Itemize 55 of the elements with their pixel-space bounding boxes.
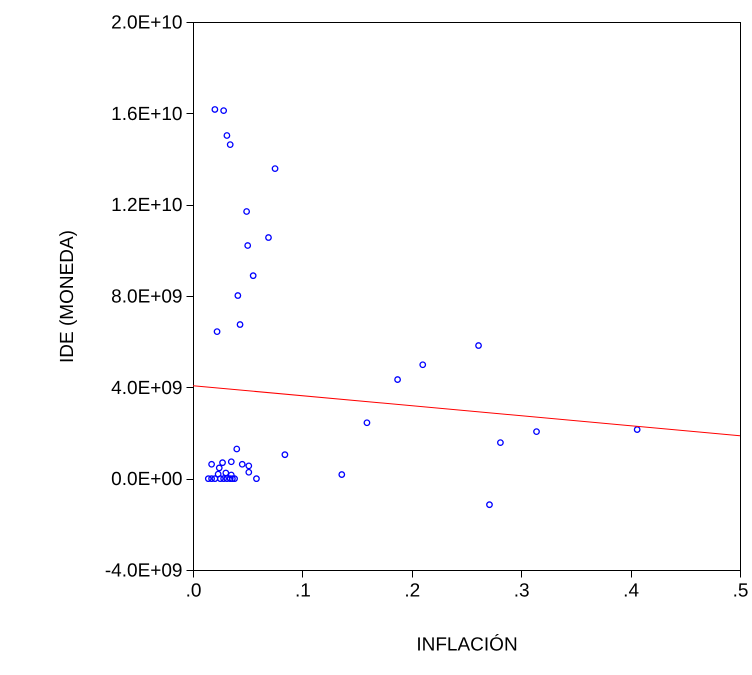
point xyxy=(236,321,244,328)
point xyxy=(394,376,401,383)
point xyxy=(220,107,228,114)
point xyxy=(497,439,504,446)
point xyxy=(245,462,252,470)
point xyxy=(228,458,235,466)
y-tick-label: -4.0E+09 xyxy=(104,560,182,582)
point xyxy=(219,459,226,466)
point xyxy=(234,292,242,299)
x-tick-label: .4 xyxy=(623,580,640,602)
x-tick-label: .0 xyxy=(186,580,202,602)
point xyxy=(245,468,252,476)
point xyxy=(226,141,234,148)
point xyxy=(224,475,230,482)
point xyxy=(211,106,218,113)
point xyxy=(338,471,346,478)
point xyxy=(272,165,278,172)
point xyxy=(224,132,230,139)
x-tick-label: .2 xyxy=(404,580,420,602)
point xyxy=(265,234,272,241)
point xyxy=(214,328,220,336)
point xyxy=(220,475,228,482)
point xyxy=(233,446,240,452)
point xyxy=(486,501,493,508)
point xyxy=(364,419,370,426)
point xyxy=(244,242,252,249)
point xyxy=(475,342,482,349)
y-tick-label: 4.0E+09 xyxy=(111,378,182,399)
x-tick-label: .5 xyxy=(732,580,748,602)
point xyxy=(634,426,641,433)
y-axis-title: IDE (MONEDA) xyxy=(56,230,78,363)
y-tick-label: 8.0E+09 xyxy=(111,286,182,308)
point xyxy=(211,475,218,482)
y-tick-label: 1.6E+10 xyxy=(111,104,182,125)
y-tick-label: 2.0E+10 xyxy=(111,12,182,34)
y-tick-label: 0.0E+00 xyxy=(111,469,182,490)
x-tick-label: .1 xyxy=(294,580,311,602)
point xyxy=(243,208,250,215)
point xyxy=(204,475,212,482)
point xyxy=(216,475,224,482)
point xyxy=(282,451,288,458)
point xyxy=(238,460,246,468)
x-axis-title: INFLACIÓN xyxy=(416,634,518,656)
point xyxy=(208,475,215,482)
point xyxy=(250,272,257,280)
point xyxy=(208,460,215,468)
point xyxy=(216,464,223,472)
x-tick-label: .3 xyxy=(514,580,530,602)
point xyxy=(533,428,540,436)
point xyxy=(419,361,426,368)
point xyxy=(228,472,235,478)
y-tick-label: 1.2E+10 xyxy=(111,195,182,216)
point xyxy=(253,475,260,482)
point xyxy=(222,470,230,476)
point xyxy=(214,470,222,478)
